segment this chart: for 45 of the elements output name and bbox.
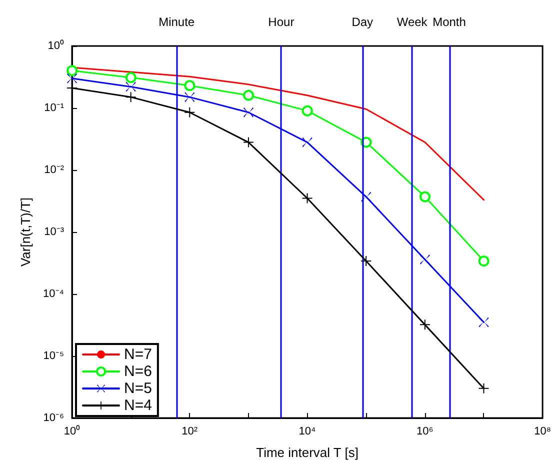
x-tick-label: 10² — [182, 426, 198, 438]
y-tick-label: 10⁻⁴ — [43, 288, 64, 300]
point — [243, 107, 254, 118]
x-axis-title: Time interval T [s] — [256, 445, 358, 460]
y-tick-label: 10⁻³ — [44, 226, 64, 238]
ref-line-label: Minute — [158, 15, 195, 29]
point — [67, 73, 77, 84]
point — [125, 72, 136, 84]
point — [66, 65, 78, 76]
point — [126, 82, 136, 92]
point — [302, 193, 312, 204]
point — [126, 92, 136, 102]
point — [184, 80, 196, 92]
y-tick-label: 10⁻⁵ — [43, 350, 64, 362]
point — [361, 192, 372, 202]
y-tick-label: 10⁻² — [44, 164, 64, 176]
point — [420, 320, 430, 330]
point — [361, 256, 372, 266]
y-axis-title: Var[n(t,T)/T] — [18, 197, 33, 267]
ref-line-label: Month — [432, 15, 466, 29]
y-tick-label: 10⁻⁶ — [43, 412, 64, 424]
x-tick-label: 10⁶ — [416, 426, 434, 438]
legend-label: N=7 — [124, 346, 152, 363]
point — [478, 256, 490, 267]
legend-label: N=6 — [124, 363, 152, 380]
ref-line-label: Week — [396, 15, 428, 29]
point — [302, 137, 312, 148]
x-tick-label: 10⁰ — [64, 424, 80, 438]
y-tick-label: 10⁰ — [48, 39, 64, 52]
point — [478, 383, 489, 394]
point — [242, 90, 254, 101]
legend-label: N=5 — [124, 380, 152, 397]
ref-line-label: Day — [352, 15, 374, 29]
x-tick-label: 10⁸ — [534, 426, 552, 438]
y-tick-label: 10⁻¹ — [44, 102, 64, 114]
point — [184, 92, 195, 102]
point — [184, 107, 195, 118]
point — [302, 105, 313, 116]
point — [420, 254, 430, 265]
ref-line-label: Hour — [268, 15, 294, 29]
point — [478, 317, 489, 328]
point — [419, 191, 430, 202]
point — [243, 137, 254, 148]
legend-label: N=4 — [124, 397, 152, 414]
x-tick-label: 10⁴ — [298, 426, 316, 438]
